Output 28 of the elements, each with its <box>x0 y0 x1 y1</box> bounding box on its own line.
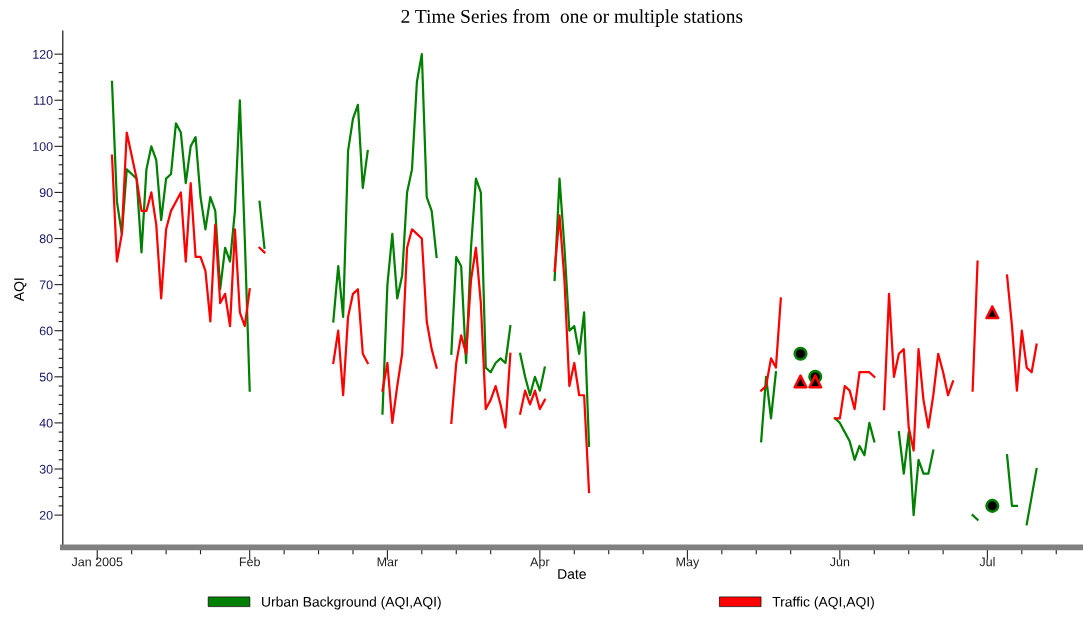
x-tick-label: Jul <box>979 557 995 567</box>
y-tick-label: 120 <box>33 49 53 59</box>
y-axis-title: AQI <box>14 278 27 302</box>
point <box>793 346 808 361</box>
point <box>808 374 823 389</box>
x-tick-label: Jan 2005 <box>71 557 123 567</box>
chart-title: 2 Time Series from one or multiple stations <box>401 9 743 27</box>
y-tick-label: 40 <box>39 418 53 428</box>
x-tick-label: May <box>676 557 700 569</box>
y-tick-label: 60 <box>39 326 53 336</box>
x-tick-label: Feb <box>239 557 260 567</box>
legend-label: Traffic (AQI,AQI) <box>772 596 874 610</box>
point <box>985 498 1000 513</box>
point <box>793 374 808 389</box>
y-tick-label: 50 <box>39 372 53 382</box>
y-tick-label: 20 <box>39 510 53 520</box>
x-tick-label: Mar <box>377 557 398 567</box>
y-tick-label: 100 <box>33 142 53 151</box>
y-tick-label: 90 <box>39 188 53 198</box>
y-tick-label: 80 <box>39 234 53 244</box>
y-tick-label: 70 <box>39 280 53 290</box>
x-tick-label: Jun <box>829 557 850 567</box>
x-axis-title: Date <box>558 569 586 579</box>
point <box>985 305 1000 320</box>
y-tick-label: 110 <box>34 96 53 105</box>
y-tick-label: 30 <box>39 464 53 474</box>
x-tick-label: Apr <box>530 557 550 569</box>
legend-label: Urban Background (AQI,AQI) <box>262 596 441 610</box>
